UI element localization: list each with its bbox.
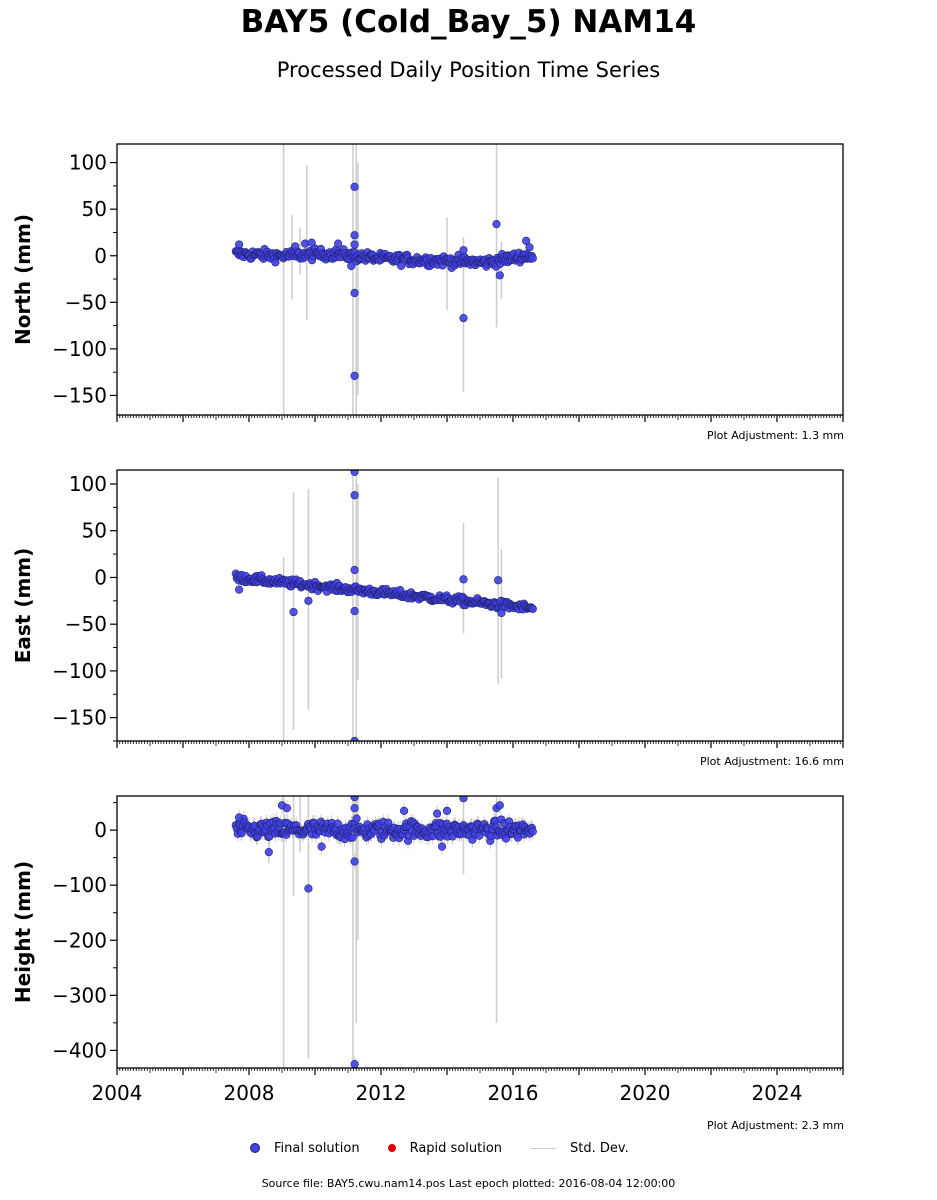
final-solution-point — [352, 814, 361, 823]
rapid-solution-marker — [387, 1144, 396, 1152]
final-solution-point — [304, 596, 313, 605]
final-solution-point — [528, 604, 537, 613]
final-solution-point — [350, 240, 359, 249]
final-solution-point — [264, 848, 273, 857]
final-solution-point — [350, 607, 359, 616]
final-solution-point — [350, 371, 359, 380]
final-solution-point — [459, 314, 468, 323]
y-tick-label: 50 — [82, 197, 107, 221]
legend-final: Final solution — [250, 1141, 360, 1156]
chart-title: BAY5 (Cold_Bay_5) NAM14 — [240, 4, 697, 40]
final-solution-point — [289, 607, 298, 617]
final-solution-marker — [250, 1143, 260, 1153]
final-solution-point — [525, 243, 534, 252]
final-solution-point — [350, 796, 359, 802]
y-tick-label: 50 — [82, 519, 107, 543]
east-axis-label: East (mm) — [11, 548, 35, 664]
final-solution-point — [459, 796, 468, 803]
final-solution-point — [522, 236, 531, 245]
x-tick-label: 2024 — [752, 1081, 803, 1105]
final-solution-point — [437, 842, 447, 851]
final-solution-point — [350, 182, 359, 191]
y-tick-label: −50 — [65, 290, 107, 314]
y-tick-label: −150 — [52, 383, 107, 407]
final-solution-point — [304, 884, 313, 893]
final-solution-point — [307, 238, 316, 247]
height-panel: 0 −100 −200 −300 −400 2004 2008 2012 2016 2020 202… — [11, 795, 844, 1105]
y-tick-label: −100 — [52, 659, 107, 683]
x-tick-label: 2004 — [92, 1081, 143, 1105]
y-tick-label: −100 — [52, 873, 107, 897]
legend: Final solution Rapid solution Std. Dev. — [250, 1138, 657, 1158]
y-tick-label: −50 — [65, 612, 107, 636]
source-footer: Source file: BAY5.cwu.nam14.pos Last epo… — [261, 1177, 676, 1190]
final-solution-point — [282, 804, 292, 813]
y-tick-label: −150 — [52, 706, 107, 730]
north-frame — [116, 143, 844, 416]
final-solution-point — [459, 246, 468, 255]
final-solution-point — [348, 833, 357, 842]
final-solution-point — [350, 288, 359, 298]
y-tick-label: −400 — [52, 1038, 107, 1062]
east-plot-area — [231, 470, 537, 741]
legend-std-label: Std. Dev. — [570, 1140, 629, 1156]
std-dev-line — [530, 1147, 557, 1149]
height-plot-adjustment: Plot Adjustment: 2.3 mm — [706, 1119, 844, 1132]
final-solution-point — [235, 813, 244, 822]
final-solution-point — [495, 271, 504, 280]
x-tick-label: 2012 — [356, 1081, 407, 1105]
x-tick-label: 2020 — [620, 1081, 671, 1105]
final-solution-point — [459, 575, 468, 584]
final-solution-point — [497, 608, 506, 618]
final-solution-point — [528, 827, 537, 836]
x-tick-label: 2008 — [224, 1081, 275, 1105]
final-solution-point — [492, 219, 501, 229]
y-tick-label: −200 — [52, 928, 107, 952]
x-tick-label: 2016 — [488, 1081, 539, 1105]
final-solution-point — [350, 1060, 359, 1068]
final-solution-point — [494, 576, 503, 585]
final-solution-point — [334, 239, 343, 248]
north-axis-label: North (mm) — [11, 214, 35, 345]
east-panel: 100 50 0 −50 −100 −150 East (mm) — [11, 469, 844, 748]
legend-std: Std. Dev. — [530, 1141, 629, 1156]
north-plot-adjustment: Plot Adjustment: 1.3 mm — [706, 429, 844, 442]
y-tick-label: −100 — [52, 337, 107, 361]
y-tick-label: 100 — [69, 472, 107, 496]
final-solution-point — [350, 804, 359, 813]
height-axis-label: Height (mm) — [11, 861, 35, 1003]
east-plot-adjustment: Plot Adjustment: 16.6 mm — [699, 755, 844, 768]
final-solution-point — [291, 242, 300, 251]
final-solution-point — [350, 491, 359, 500]
final-solution-point — [400, 806, 409, 815]
y-tick-label: 0 — [94, 818, 107, 842]
final-solution-point — [350, 231, 359, 240]
legend-rapid-label: Rapid solution — [409, 1140, 503, 1156]
north-plot-area — [231, 144, 537, 415]
y-tick-label: −300 — [52, 983, 107, 1007]
final-solution-point — [442, 806, 452, 815]
north-panel: 100 50 0 −50 −100 −150 North (mm) — [11, 143, 844, 422]
y-tick-label: 100 — [69, 151, 107, 175]
final-solution-point — [433, 809, 442, 818]
final-solution-point — [347, 261, 356, 271]
y-tick-label: 0 — [94, 244, 107, 268]
chart-subtitle: Processed Daily Position Time Series — [276, 58, 661, 82]
final-solution-point — [350, 565, 359, 575]
final-solution-point — [235, 585, 244, 594]
final-solution-point — [495, 801, 504, 810]
final-solution-point — [350, 736, 359, 741]
final-solution-point — [235, 240, 244, 249]
final-solution-point — [333, 819, 342, 828]
y-tick-label: 0 — [94, 565, 107, 589]
final-solution-point — [317, 842, 326, 851]
height-plot-area — [231, 796, 537, 1068]
final-solution-point — [528, 254, 537, 263]
legend-final-label: Final solution — [274, 1140, 360, 1156]
final-solution-point — [350, 857, 359, 866]
legend-rapid: Rapid solution — [387, 1140, 503, 1156]
final-solution-point — [350, 470, 359, 476]
